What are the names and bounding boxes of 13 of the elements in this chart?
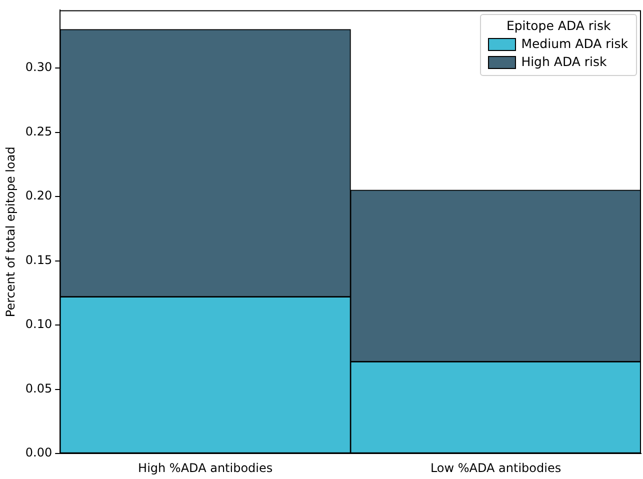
legend-label: Medium ADA risk	[521, 35, 628, 53]
y-axis-title: Percent of total epitope load	[3, 146, 18, 318]
y-tick-label: 0.30	[25, 60, 52, 74]
legend-title: Epitope ADA risk	[505, 18, 612, 33]
y-tick-label: 0.25	[25, 124, 52, 138]
legend-label: High ADA risk	[521, 53, 607, 71]
y-tick-label: 0.15	[25, 252, 52, 267]
x-tick-label: High %ADA antibodies	[138, 460, 273, 475]
y-tick-label: 0.05	[25, 381, 52, 396]
x-tick-label: Low %ADA antibodies	[430, 460, 562, 475]
y-tick-label: 0.00	[25, 446, 52, 460]
y-tick-label: 0.10	[25, 317, 52, 332]
y-tick-label: 0.20	[25, 188, 52, 203]
